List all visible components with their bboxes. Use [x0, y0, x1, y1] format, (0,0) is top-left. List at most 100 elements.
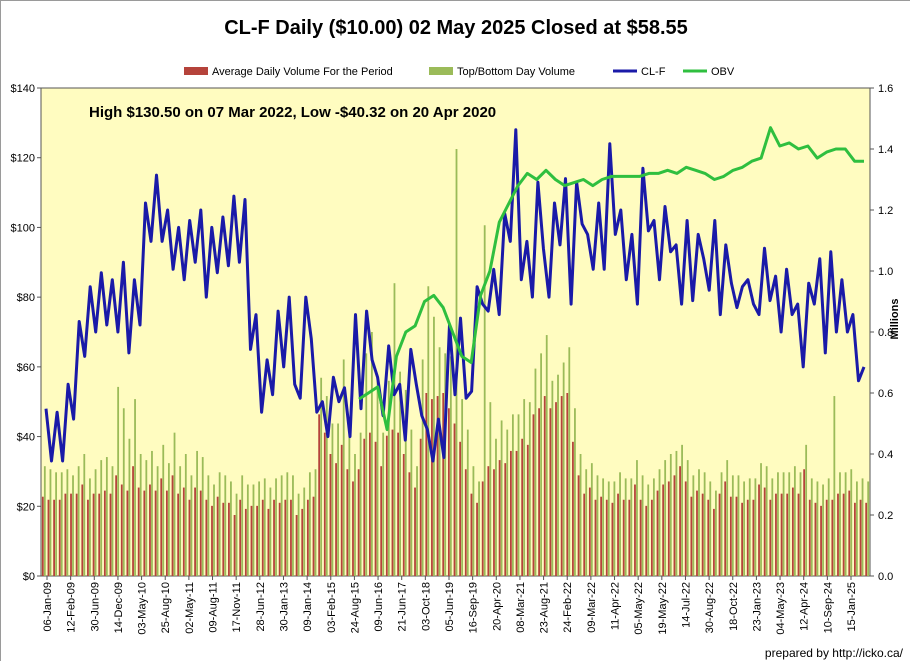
- top-volume-bar: [579, 454, 582, 576]
- avg-volume-bar: [81, 484, 84, 576]
- x-tick-label: 24-Aug-15: [349, 582, 361, 633]
- avg-volume-bar: [476, 502, 478, 576]
- avg-volume-bar: [577, 475, 580, 576]
- top-volume-bar: [675, 450, 678, 576]
- top-volume-bar: [72, 475, 74, 576]
- avg-volume-bar: [808, 499, 811, 576]
- top-volume-bar: [297, 493, 300, 576]
- x-tick-label: 14-Dec-09: [113, 582, 125, 633]
- y2-tick-label: 0.6: [878, 388, 893, 400]
- top-volume-bar: [850, 469, 853, 576]
- legend-label: Average Daily Volume For the Period: [212, 66, 393, 78]
- x-tick-label: 05-Jun-19: [444, 582, 456, 632]
- avg-volume-bar: [729, 496, 732, 576]
- top-volume-bar: [839, 472, 841, 576]
- top-volume-bar: [793, 466, 796, 576]
- top-volume-bar: [540, 353, 542, 576]
- obv-series: [358, 126, 864, 432]
- top-volume-bar: [308, 472, 311, 576]
- x-tick-label: 28-Jun-12: [255, 582, 267, 632]
- top-volume-bar: [760, 463, 762, 576]
- legend-label: CL-F: [641, 66, 666, 78]
- avg-volume-bar: [132, 466, 134, 576]
- x-tick-label: 03-Oct-18: [420, 582, 432, 631]
- top-volume-bar: [55, 472, 57, 576]
- avg-volume-bar: [842, 493, 845, 576]
- y-tick-label: $20: [17, 501, 35, 513]
- y-tick-label: $0: [23, 571, 35, 583]
- avg-volume-bar: [611, 502, 614, 576]
- x-tick-label: 11-Apr-22: [610, 582, 622, 630]
- top-volume-bar: [489, 402, 492, 576]
- avg-volume-bar: [521, 438, 524, 576]
- avg-volume-bar: [605, 499, 608, 576]
- top-volume-bar: [596, 475, 599, 576]
- top-volume-bar: [495, 438, 497, 576]
- top-volume-bar: [100, 460, 103, 576]
- avg-volume-bar: [290, 499, 292, 576]
- y2-tick-label: 1.2: [878, 205, 893, 217]
- avg-volume-bar: [746, 499, 749, 576]
- top-volume-bar: [777, 472, 779, 576]
- x-tick-label: 09-Aug-11: [208, 582, 220, 633]
- avg-volume-bar: [600, 496, 603, 576]
- top-volume-bar: [822, 484, 824, 576]
- top-volume-bar: [393, 283, 396, 576]
- avg-volume-bar: [549, 408, 552, 576]
- top-volume-bar: [230, 481, 232, 576]
- avg-volume-bar: [92, 493, 95, 576]
- top-volume-bar: [630, 478, 633, 576]
- avg-volume-bar: [397, 432, 400, 576]
- avg-volume-bar: [329, 454, 332, 576]
- avg-volume-bar: [431, 399, 433, 576]
- top-volume-bar: [449, 356, 452, 576]
- top-volume-bar: [410, 429, 413, 576]
- x-tick-label: 15-Jan-25: [846, 582, 858, 632]
- x-tick-label: 30-Jan-13: [278, 582, 290, 632]
- y-tick-label: $120: [11, 153, 35, 165]
- avg-volume-bar: [566, 393, 569, 576]
- top-volume-bar: [83, 454, 86, 576]
- top-volume-bar: [647, 484, 650, 576]
- avg-volume-bar: [369, 432, 371, 576]
- avg-volume-bar: [865, 502, 868, 576]
- top-volume-bar: [173, 432, 176, 576]
- top-volume-bar: [805, 444, 808, 576]
- top-volume-bar: [416, 466, 418, 576]
- avg-volume-bar: [684, 481, 687, 576]
- avg-volume-bar: [228, 502, 230, 576]
- x-tick-label: 12-Apr-24: [799, 582, 811, 631]
- avg-volume-bar: [487, 466, 490, 576]
- x-tick-label: 04-May-23: [775, 582, 787, 635]
- top-volume-bar: [167, 463, 170, 576]
- top-volume-bar: [201, 457, 204, 576]
- top-volume-bar: [263, 478, 266, 576]
- top-volume-bar: [590, 463, 593, 576]
- top-volume-bar: [788, 472, 791, 576]
- avg-volume-bar: [758, 484, 760, 576]
- top-volume-bar: [286, 472, 289, 576]
- legend-swatch: [184, 67, 208, 75]
- x-tick-label: 08-Mar-21: [515, 582, 527, 633]
- top-volume-bars: [43, 149, 870, 576]
- top-volume-bar: [382, 432, 385, 576]
- top-volume-bar: [179, 466, 182, 576]
- top-volume-bar: [500, 420, 503, 576]
- top-volume-bar: [111, 466, 114, 576]
- top-volume-bar: [472, 466, 475, 576]
- top-volume-bar: [799, 472, 802, 576]
- top-volume-bar: [816, 481, 819, 576]
- top-volume-bar: [483, 225, 486, 576]
- avg-volume-bar: [352, 481, 354, 576]
- top-volume-bar: [77, 466, 80, 576]
- top-volume-bar: [613, 481, 616, 576]
- avg-volume-bar: [447, 408, 450, 576]
- avg-volume-bar: [188, 499, 191, 576]
- avg-volume-bar: [103, 490, 106, 576]
- avg-volume-bar: [306, 499, 309, 576]
- top-volume-bar: [128, 438, 131, 576]
- avg-volume-bar: [211, 505, 213, 576]
- avg-volume-bar: [453, 423, 456, 576]
- top-volume-bar: [387, 380, 390, 576]
